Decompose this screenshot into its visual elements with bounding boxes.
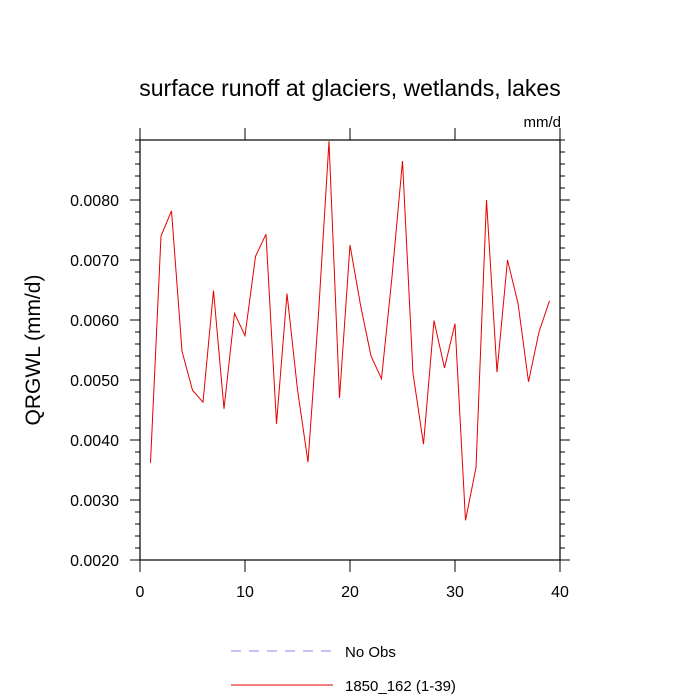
y-tick-label: 0.0020	[70, 553, 119, 570]
x-tick-label: 0	[136, 584, 145, 601]
y-tick-label: 0.0050	[70, 373, 119, 390]
x-tick-label: 10	[236, 584, 254, 601]
y-tick-label: 0.0030	[70, 493, 119, 510]
units-label: mm/d	[524, 114, 562, 131]
legend-label-1850-162: 1850_162 (1-39)	[345, 678, 456, 695]
legend: No Obs 1850_162 (1-39)	[231, 644, 456, 695]
x-tick-label: 20	[341, 584, 359, 601]
y-tick-labels: 0.0020 0.0030 0.0040 0.0050 0.0060 0.0070 0.00…	[70, 193, 119, 570]
y-tick-label: 0.0070	[70, 253, 119, 270]
y-tick-label: 0.0080	[70, 193, 119, 210]
y-tick-label: 0.0060	[70, 313, 119, 330]
x-tick-label: 40	[551, 584, 569, 601]
y-tick-label: 0.0040	[70, 433, 119, 450]
legend-label-no-obs: No Obs	[345, 644, 396, 661]
axis-ticks	[130, 128, 570, 572]
series-line-1850-162	[150, 141, 550, 521]
x-tick-label: 30	[446, 584, 464, 601]
chart-title: surface runoff at glaciers, wetlands, la…	[139, 75, 560, 101]
y-axis-label: QRGWL (mm/d)	[22, 275, 45, 426]
plot-frame	[139, 139, 561, 561]
x-tick-labels: 0 10 20 30 40	[136, 584, 569, 601]
